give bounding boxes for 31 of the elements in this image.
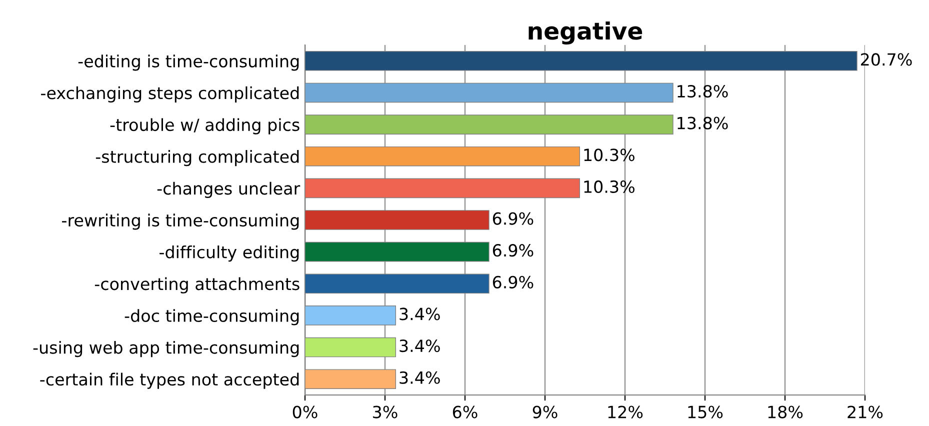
- x-tick-label: 21%: [848, 406, 883, 418]
- x-tick-label: 12%: [608, 406, 643, 418]
- data-label: 3.4%: [400, 308, 440, 320]
- y-tick-label: -certain file types not accepted: [40, 372, 299, 389]
- data-label: 3.4%: [400, 371, 440, 384]
- y-tick-label: -trouble w/ adding pics: [110, 118, 300, 134]
- x-tick-label: 0%: [292, 406, 318, 418]
- y-tick-label: -difficulty editing: [160, 245, 299, 262]
- chart-title: negative: [528, 22, 642, 45]
- data-label: 13.8%: [678, 84, 728, 98]
- y-tick-label: -editing is time-consuming: [78, 54, 299, 71]
- data-label: 13.8%: [678, 116, 728, 130]
- y-tick-label: -doc time-consuming: [124, 309, 299, 326]
- y-tick-label: -using web app time-consuming: [33, 340, 299, 358]
- data-label: 10.3%: [584, 148, 634, 162]
- data-label: 6.9%: [492, 212, 534, 225]
- data-label: 3.4%: [400, 340, 440, 352]
- x-tick-label: 3%: [373, 406, 398, 418]
- y-tick-label: -changes unclear: [157, 182, 300, 198]
- x-tick-label: 9%: [532, 406, 558, 418]
- y-tick-label: -structuring complicated: [96, 150, 299, 166]
- data-label: 6.9%: [492, 276, 534, 288]
- x-tick-label: 18%: [768, 406, 803, 418]
- x-tick-label: 6%: [452, 406, 478, 418]
- y-tick-label: -exchanging steps complicated: [41, 86, 299, 103]
- data-label: 20.7%: [861, 53, 912, 66]
- y-tick-label: -rewriting is time-consuming: [62, 214, 299, 230]
- x-tick-label: 15%: [688, 406, 723, 418]
- data-label: 6.9%: [492, 244, 534, 257]
- data-label: 10.3%: [584, 180, 634, 194]
- y-tick-label: -converting attachments: [94, 277, 300, 294]
